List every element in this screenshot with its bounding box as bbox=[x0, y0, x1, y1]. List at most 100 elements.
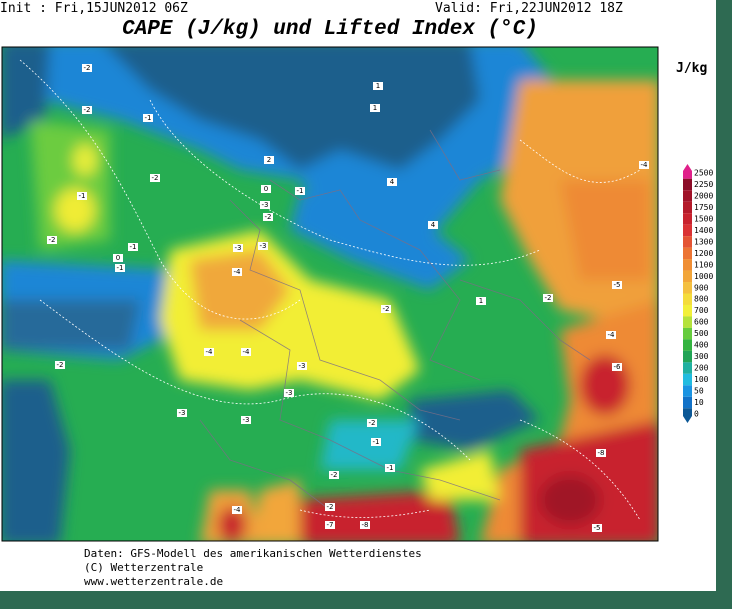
contour-label-box bbox=[232, 268, 242, 276]
map-figure: Init : Fri,15JUN2012 06Z Valid: Fri,22JU… bbox=[0, 1, 713, 588]
contour-label: -4 bbox=[234, 268, 242, 276]
contour-label-box bbox=[387, 178, 397, 186]
footer-url: www.wetterzentrale.de bbox=[84, 575, 223, 588]
colorbar-segment bbox=[683, 236, 692, 248]
colorbar-segment bbox=[683, 293, 692, 305]
colorbar-label: 1200 bbox=[694, 249, 713, 258]
contour-label-box bbox=[370, 104, 380, 112]
colorbar-segment bbox=[683, 385, 692, 397]
contour-label-box bbox=[261, 185, 271, 193]
contour-label-box bbox=[241, 348, 251, 356]
colorbar-segment bbox=[683, 339, 692, 351]
contour-label-box bbox=[241, 416, 251, 424]
contour-label-box bbox=[612, 363, 622, 371]
contour-label-box bbox=[295, 187, 305, 195]
colorbar-segment bbox=[683, 350, 692, 363]
colorbar-segment bbox=[683, 327, 692, 340]
map-area: -2 -2 -1 -1 -2 -1 -1 0 -2 -2 -3 -4 -3 -4 -3 -3 -4 -2 -3 -2 -… bbox=[2, 47, 658, 541]
contour-label-box bbox=[258, 242, 268, 250]
contour-label: -2 bbox=[84, 64, 91, 72]
contour-label: -8 bbox=[598, 449, 605, 457]
colorbar-label: 1400 bbox=[694, 226, 713, 235]
contour-label: -4 bbox=[641, 161, 649, 169]
contour-label-box bbox=[360, 521, 370, 529]
contour-label-box bbox=[47, 236, 57, 244]
page: Init : Fri,15JUN2012 06Z Valid: Fri,22JU… bbox=[0, 0, 716, 591]
colorbar-segment bbox=[683, 178, 692, 191]
contour-label-box bbox=[284, 389, 294, 397]
contour-label: -3 bbox=[235, 244, 242, 252]
colorbar-segment bbox=[683, 396, 692, 409]
contour-label: 1 bbox=[479, 297, 483, 305]
init-time: Init : Fri,15JUN2012 06Z bbox=[0, 1, 188, 16]
contour-label: -2 bbox=[545, 294, 552, 302]
contour-label: -1 bbox=[145, 114, 152, 122]
contour-label: -4 bbox=[206, 348, 214, 356]
contour-label: -4 bbox=[243, 348, 251, 356]
contour-label: -1 bbox=[297, 187, 304, 195]
colorbar-segment bbox=[683, 362, 692, 374]
colorbar-segment bbox=[683, 224, 692, 237]
colorbar-label: 0 bbox=[694, 410, 699, 419]
colorbar-label: 1100 bbox=[694, 260, 713, 269]
contour-label: -1 bbox=[117, 264, 124, 272]
contour-label: -2 bbox=[331, 471, 338, 479]
contour-label: -3 bbox=[286, 389, 293, 397]
contour-label: -3 bbox=[299, 362, 306, 370]
contour-label: -4 bbox=[608, 331, 616, 339]
colorbar-segment bbox=[683, 270, 692, 283]
contour-labels: -2 -2 -1 -1 -2 -1 -1 0 -2 -2 -3 -4 -3 -4 -3 -3 -4 -2 -3 -2 -… bbox=[47, 64, 649, 532]
contour-label-box bbox=[367, 419, 377, 427]
contour-label: -2 bbox=[369, 419, 376, 427]
contour-label-box bbox=[543, 294, 553, 302]
colorbar-segment bbox=[683, 304, 692, 317]
contour-label-box bbox=[233, 244, 243, 252]
contour-label-box bbox=[264, 156, 274, 164]
contour-label-box bbox=[55, 361, 65, 369]
valid-time: Valid: Fri,22JUN2012 18Z bbox=[435, 1, 623, 16]
contour-label: 1 bbox=[376, 82, 380, 90]
contour-label-box bbox=[128, 243, 138, 251]
contour-label-box bbox=[476, 297, 486, 305]
contour-label-box bbox=[260, 201, 270, 209]
contour-label: -3 bbox=[260, 242, 267, 250]
colorbar-label: 1750 bbox=[694, 203, 713, 212]
contour-label-box bbox=[325, 521, 335, 529]
colorbar-label: 500 bbox=[694, 329, 709, 338]
lifted-index-contours bbox=[19, 59, 641, 521]
contour-label-box bbox=[113, 254, 123, 262]
contour-label-box bbox=[639, 161, 649, 169]
colorbar-label: 1300 bbox=[694, 237, 713, 246]
contour-label-box bbox=[82, 64, 92, 72]
colorbar-label: 2250 bbox=[694, 180, 713, 189]
contour-label-box bbox=[177, 409, 187, 417]
colorbar-label: 600 bbox=[694, 318, 709, 327]
colorbar-segment bbox=[683, 282, 692, 294]
colorbar-segment bbox=[683, 259, 692, 271]
contour-label-box bbox=[325, 503, 335, 511]
footer-copyright: (C) Wetterzentrale bbox=[84, 561, 203, 574]
colorbar-label: 1000 bbox=[694, 272, 713, 281]
colorbar-label: 2000 bbox=[694, 191, 713, 200]
colorbar-segment bbox=[683, 247, 692, 260]
footer-source: Daten: GFS-Modell des amerikanischen Wet… bbox=[84, 547, 422, 560]
contour-label-box bbox=[232, 506, 242, 514]
colorbar-label: 2500 bbox=[694, 169, 713, 178]
colorbar-segment bbox=[683, 373, 692, 386]
contour-label-box bbox=[143, 114, 153, 122]
contour-label: -2 bbox=[152, 174, 159, 182]
contour-label-box bbox=[428, 221, 438, 229]
contour-label-box bbox=[596, 449, 606, 457]
colorbar-label: 400 bbox=[694, 341, 709, 350]
contour-label: -2 bbox=[49, 236, 56, 244]
colorbar-segment bbox=[683, 164, 692, 179]
contour-label: -4 bbox=[234, 506, 242, 514]
colorbar-label: 50 bbox=[694, 387, 704, 396]
colorbar-segment bbox=[683, 213, 692, 225]
contour-label: -1 bbox=[387, 464, 394, 472]
contour-label: -1 bbox=[79, 192, 86, 200]
colorbar-segment bbox=[683, 201, 692, 214]
cape-field bbox=[2, 47, 658, 541]
contour-label: -1 bbox=[130, 243, 137, 251]
